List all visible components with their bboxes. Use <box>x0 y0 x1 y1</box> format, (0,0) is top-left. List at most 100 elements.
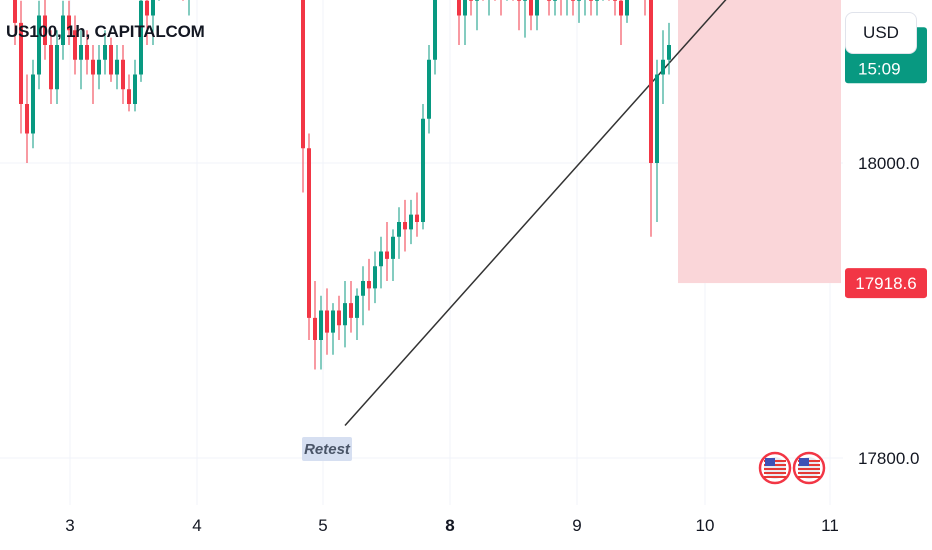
candle-body <box>577 0 581 1</box>
candle-down <box>571 0 575 16</box>
candle-down <box>649 0 653 237</box>
ascending-trendline[interactable] <box>344 0 775 427</box>
candle-body <box>385 251 389 259</box>
candle-up <box>566 0 568 16</box>
candle-up <box>373 251 377 304</box>
candle-body <box>25 104 29 134</box>
candle-up <box>319 295 323 370</box>
candle-up <box>31 59 35 149</box>
candle-body <box>73 30 77 60</box>
candle-body <box>67 15 71 31</box>
candle-down <box>547 0 551 16</box>
candle-up <box>97 45 101 90</box>
candle-body <box>79 45 83 60</box>
candle-body <box>337 310 341 326</box>
candle-body <box>469 0 473 1</box>
candle-up <box>188 0 190 16</box>
candle-down <box>91 45 95 104</box>
candle-up <box>475 0 479 31</box>
candle-body <box>619 0 623 16</box>
candle-body <box>457 0 461 16</box>
candle-up <box>379 236 383 289</box>
time-axis-label: 9 <box>572 516 581 535</box>
candle-down <box>469 0 473 16</box>
flag-canton <box>799 458 809 466</box>
price-axis-label: 18000.0 <box>858 154 919 173</box>
candle-down <box>109 37 113 82</box>
candles-layer <box>13 0 671 370</box>
symbol-title[interactable]: US100, 1h, CAPITALCOM <box>6 22 205 41</box>
candle-body <box>529 0 533 16</box>
candle-body <box>61 15 65 45</box>
candle-body <box>355 295 359 318</box>
candle-up <box>506 0 508 1</box>
candle-up <box>667 22 671 75</box>
candle-body <box>517 0 521 1</box>
time-axis-label: 3 <box>65 516 74 535</box>
candle-up <box>397 207 401 259</box>
candle-body <box>151 0 155 16</box>
flag-stripe <box>798 472 820 474</box>
price-tag-countdown: 15:09 <box>858 59 901 78</box>
candle-body <box>589 0 593 1</box>
currency-button[interactable]: USD <box>845 12 917 54</box>
candle-down <box>517 0 521 31</box>
candle-up <box>115 45 119 90</box>
candle-down <box>13 0 17 45</box>
candle-body <box>319 310 323 340</box>
candle-body <box>313 317 317 340</box>
flag-canton <box>765 458 775 466</box>
candle-body <box>421 118 425 222</box>
candle-body <box>31 74 35 134</box>
candle-down <box>19 0 23 134</box>
candle-body <box>655 74 659 163</box>
candle-up <box>463 0 467 45</box>
stop-loss-zone <box>678 0 841 284</box>
candle-up <box>103 30 107 75</box>
candle-up <box>661 30 665 104</box>
candle-body <box>13 0 17 23</box>
candle-body <box>649 0 653 163</box>
time-axis[interactable]: 3 4 5 8 9 10 11 <box>65 516 839 535</box>
candle-down <box>608 0 610 1</box>
price-tag <box>845 268 927 299</box>
candle-up <box>361 266 365 326</box>
us-flag-icon[interactable] <box>758 451 792 485</box>
candle-up <box>343 281 347 348</box>
candle-down <box>325 288 329 355</box>
time-axis-label: 10 <box>696 516 715 535</box>
candle-down <box>644 0 646 16</box>
time-axis-label: 5 <box>318 516 327 535</box>
position-zones <box>678 0 841 284</box>
time-axis-label: 11 <box>821 516 839 535</box>
candle-body <box>523 0 527 1</box>
candle-down <box>367 258 371 311</box>
drawing-lines[interactable] <box>0 0 843 427</box>
candle-down <box>619 0 623 45</box>
candle-down <box>145 0 149 45</box>
flag-stripe <box>798 476 820 478</box>
candle-body <box>553 0 557 1</box>
candle-body <box>379 251 383 267</box>
candle-down <box>500 0 502 16</box>
candle-body <box>571 0 575 1</box>
time-axis-label: 8 <box>445 516 454 535</box>
price-axis-label: 17800.0 <box>858 449 919 468</box>
flag-stripe <box>764 476 786 478</box>
candle-down <box>403 199 407 252</box>
candle-up <box>139 0 143 82</box>
retest-label-bg <box>302 437 352 461</box>
candle-up <box>523 0 527 38</box>
candle-body <box>625 0 629 16</box>
candle-up <box>433 0 437 75</box>
candle-up <box>158 0 160 1</box>
us-flag-icon[interactable] <box>792 451 826 485</box>
candle-down <box>301 0 305 193</box>
candle-body <box>391 236 395 259</box>
event-flags[interactable] <box>758 451 826 485</box>
candle-body <box>367 281 371 289</box>
candle-down <box>313 281 317 370</box>
candle-down <box>589 0 593 16</box>
